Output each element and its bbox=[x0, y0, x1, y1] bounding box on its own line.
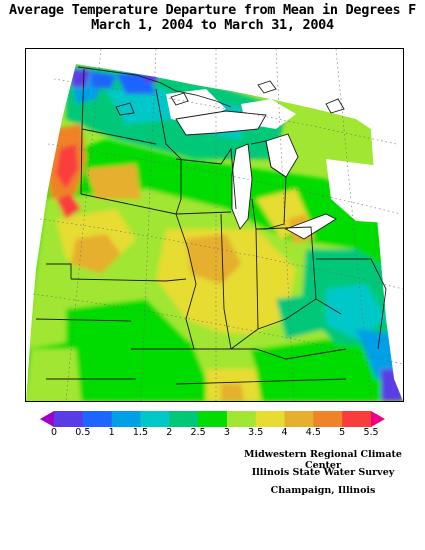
no-data-region bbox=[26, 49, 403, 401]
temperature-departure-map bbox=[25, 48, 404, 402]
legend-color-box bbox=[111, 411, 141, 427]
legend-tick-label: 1 bbox=[108, 427, 115, 438]
map-title: Average Temperature Departure from Mean … bbox=[0, 3, 425, 33]
legend-color-box bbox=[342, 411, 372, 427]
credit-line-2: Illinois State Water Survey bbox=[251, 467, 395, 478]
legend-color-box bbox=[169, 411, 199, 427]
legend-tick-label: 4 bbox=[281, 427, 288, 438]
legend-tick-label: 2.5 bbox=[190, 427, 206, 438]
legend-color-box bbox=[54, 411, 84, 427]
title-line-1: Average Temperature Departure from Mean … bbox=[8, 2, 417, 18]
legend-tick-label: 1.5 bbox=[132, 427, 149, 438]
credit-line-1: Midwestern Regional Climate Center bbox=[244, 449, 402, 471]
color-legend-bar bbox=[40, 411, 385, 427]
legend-color-box bbox=[255, 411, 286, 427]
legend-tick-label: 3.5 bbox=[248, 427, 264, 438]
legend-tick-label: 0 bbox=[50, 427, 58, 438]
legend-tick-label: 2 bbox=[166, 427, 173, 438]
legend-tick-label: 5 bbox=[339, 427, 346, 438]
legend-tick-label: 5.5 bbox=[363, 427, 379, 438]
legend-arrow-high bbox=[371, 411, 385, 427]
credit-line-3: Champaign, Illinois bbox=[270, 485, 376, 496]
legend-tick-label: 4.5 bbox=[305, 427, 321, 438]
legend-color-box bbox=[140, 411, 170, 427]
state-boundaries bbox=[35, 66, 387, 385]
legend-color-box bbox=[82, 411, 113, 427]
legend-tick-label: 0.5 bbox=[75, 427, 91, 438]
legend-color-box bbox=[284, 411, 314, 427]
legend-tick-label: 3 bbox=[223, 427, 230, 438]
title-line-2: March 1, 2004 to March 31, 2004 bbox=[91, 17, 334, 33]
graticule bbox=[32, 49, 403, 401]
legend-color-box bbox=[198, 411, 228, 427]
map-canvas bbox=[26, 49, 403, 401]
legend-color-box bbox=[313, 411, 343, 427]
legend-color-box bbox=[226, 411, 257, 427]
legend-arrow-low bbox=[40, 411, 54, 427]
